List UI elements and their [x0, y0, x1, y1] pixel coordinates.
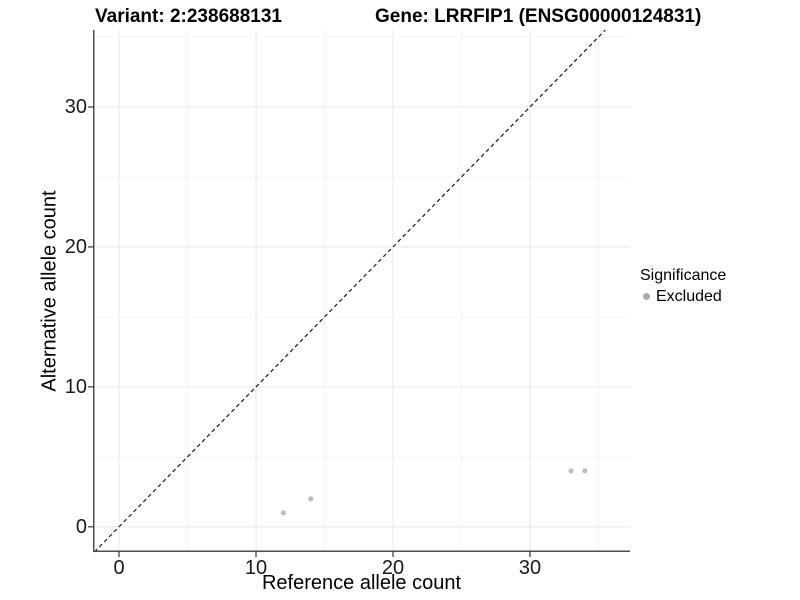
legend: Significance Excluded — [640, 265, 726, 307]
y-tick-label: 30 — [64, 95, 87, 118]
x-tick-label: 10 — [244, 557, 268, 579]
legend-items: Excluded — [640, 286, 726, 307]
x-tick-label: 30 — [518, 557, 542, 579]
gene-title: Gene: LRRFIP1 (ENSG00000124831) — [375, 6, 702, 27]
y-tick-label: 20 — [64, 235, 87, 258]
legend-point-icon — [643, 293, 650, 300]
legend-item-label: Excluded — [656, 288, 722, 305]
data-point — [280, 510, 287, 516]
variant-title: Variant: 2:238688131 — [95, 6, 282, 27]
legend-item: Excluded — [640, 286, 726, 307]
x-axis-title: Reference allele count — [261, 572, 461, 594]
data-point — [308, 496, 314, 502]
y-tick-label: 10 — [64, 375, 87, 398]
chart-canvas — [88, 29, 630, 557]
data-point — [568, 468, 574, 474]
y-tick-label: 0 — [75, 515, 87, 538]
legend-title: Significance — [640, 267, 727, 284]
x-tick-label: 20 — [381, 557, 405, 579]
data-point — [582, 468, 588, 474]
plot-panel — [88, 29, 630, 557]
identity-line — [93, 29, 606, 553]
y-axis-title: Alternative allele count — [38, 190, 61, 392]
x-tick-label: 0 — [113, 557, 125, 579]
